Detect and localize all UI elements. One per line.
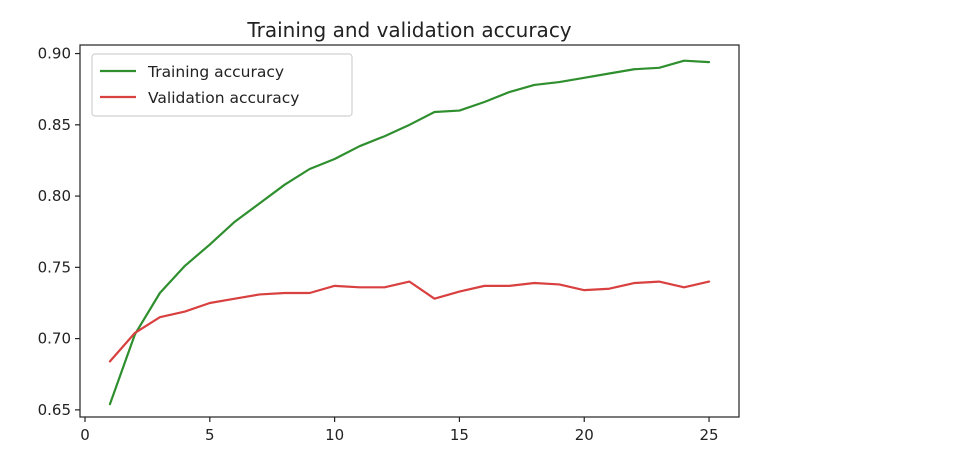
training-accuracy-line — [108, 59, 711, 406]
legend-label-validation-accuracy: Validation accuracy — [148, 89, 299, 107]
legend: Training accuracy Validation accuracy — [91, 53, 353, 117]
validation-accuracy-line — [108, 280, 711, 363]
series-lines — [108, 59, 711, 406]
y-tick-label: 0.70 — [38, 330, 71, 348]
x-tick-label: 20 — [575, 426, 594, 444]
x-tick-label: 5 — [205, 426, 215, 444]
y-tick-label: 0.90 — [38, 45, 71, 63]
y-tick-label: 0.80 — [38, 187, 71, 205]
x-axis: 0 5 10 15 20 25 — [80, 417, 719, 444]
y-tick-label: 0.85 — [38, 116, 71, 134]
y-tick-label: 0.65 — [38, 401, 71, 419]
x-tick-label: 25 — [699, 426, 718, 444]
y-axis: 0.65 0.70 0.75 0.80 0.85 0.90 — [38, 45, 80, 419]
x-tick-label: 15 — [450, 426, 469, 444]
legend-label-training-accuracy: Training accuracy — [147, 63, 284, 81]
legend-box — [91, 53, 353, 117]
x-tick-label: 0 — [80, 426, 90, 444]
x-tick-label: 10 — [325, 426, 344, 444]
chart-title: Training and validation accuracy — [246, 18, 571, 42]
y-tick-label: 0.75 — [38, 258, 71, 276]
